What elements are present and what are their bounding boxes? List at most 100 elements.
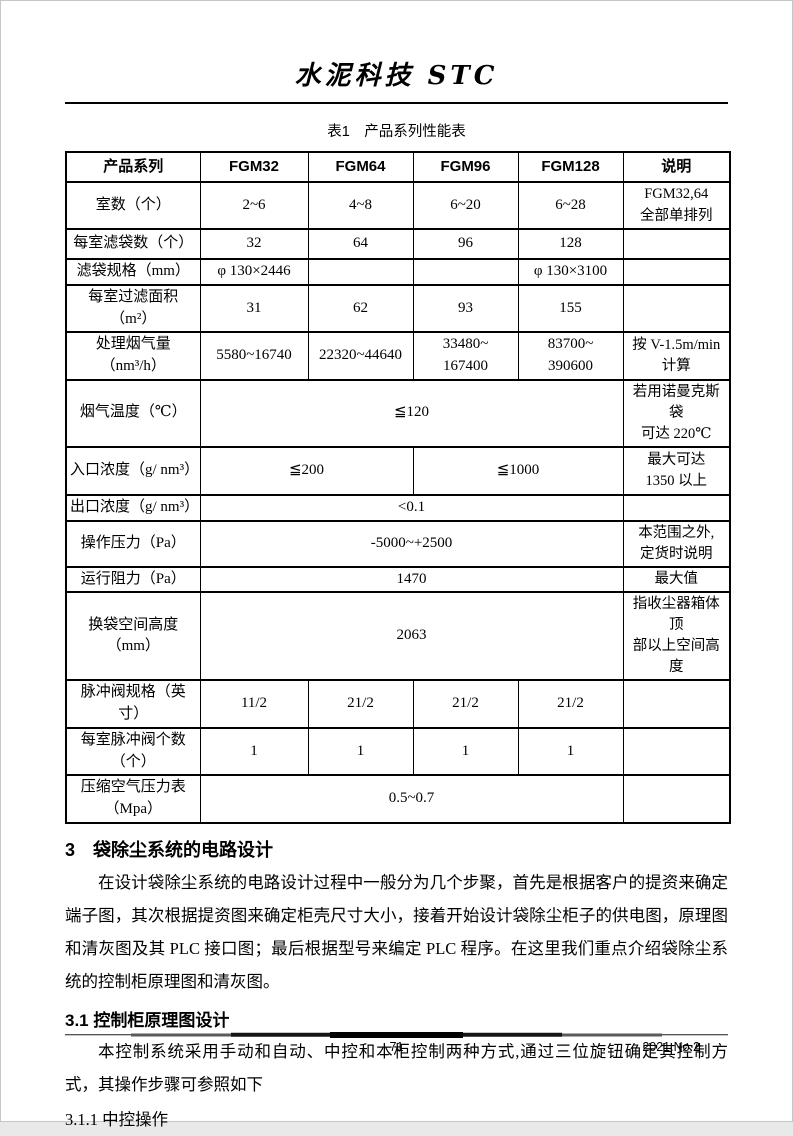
page-number: 71 bbox=[389, 1040, 404, 1054]
paragraph-circuit-design: 在设计袋除尘系统的电路设计过程中一般分为几个步聚，首先是根据客户的提资来确定端子… bbox=[65, 872, 728, 991]
table-cell-merged: ≦200 bbox=[199, 446, 414, 496]
row-label: 处理烟气量 （nm³/h） bbox=[65, 331, 201, 381]
table-row-pulse-valves-per-chamber: 每室脉冲阀个数 （个） 1 1 1 1 bbox=[65, 727, 731, 776]
note-cell bbox=[622, 774, 731, 824]
table-row-pulse-valve-spec: 脉冲阀规格（英寸） 11/2 21/2 21/2 21/2 bbox=[65, 679, 731, 729]
table-cell bbox=[412, 258, 519, 286]
table-cell-merged: 0.5~0.7 bbox=[199, 774, 624, 824]
table-cell: 33480~ 167400 bbox=[412, 331, 519, 381]
table-cell: 5580~16740 bbox=[199, 331, 309, 381]
table-row-inlet-concentration: 入口浓度（g/ nm³） ≦200 ≦1000 最大可达 1350 以上 bbox=[65, 446, 731, 496]
table-row-compressed-air-pressure: 压缩空气压力表 （Mpa） 0.5~0.7 bbox=[65, 774, 731, 824]
table-cell: 1 bbox=[517, 727, 624, 776]
row-label: 入口浓度（g/ nm³） bbox=[65, 446, 201, 496]
table-cell: φ 130×2446 bbox=[199, 258, 309, 286]
note-cell: FGM32,64 全部单排列 bbox=[622, 181, 731, 230]
row-label: 滤袋规格（mm） bbox=[65, 258, 201, 286]
table-row-bag-spec: 滤袋规格（mm） φ 130×2446 φ 130×3100 bbox=[65, 258, 731, 286]
table-cell: φ 130×3100 bbox=[517, 258, 624, 286]
table-cell: 31 bbox=[199, 284, 309, 333]
table-cell: 32 bbox=[199, 228, 309, 260]
note-cell bbox=[622, 258, 731, 286]
table-cell: 2~6 bbox=[199, 181, 309, 230]
table-row-gas-volume: 处理烟气量 （nm³/h） 5580~16740 22320~44640 334… bbox=[65, 331, 731, 381]
column-header-fgm128: FGM128 bbox=[517, 151, 624, 183]
paragraph-control-system: 本控制系统采用手动和自动、中控和本柜控制两种方式,通过三位旋钮确定其控制方式，其… bbox=[65, 1041, 728, 1094]
row-label: 烟气温度（℃） bbox=[65, 379, 201, 448]
row-label: 压缩空气压力表 （Mpa） bbox=[65, 774, 201, 824]
footer-text-row: 71 2021.No.2 bbox=[65, 1040, 728, 1058]
table-cell: 21/2 bbox=[307, 679, 414, 729]
issue-label: 2021.No.2 bbox=[642, 1040, 700, 1054]
column-header-notes: 说明 bbox=[622, 151, 731, 183]
note-cell bbox=[622, 494, 731, 522]
column-header-fgm64: FGM64 bbox=[307, 151, 414, 183]
table-cell: 1 bbox=[199, 727, 309, 776]
section-heading-3-1-1: 3.1.1 中控操作 bbox=[65, 1109, 169, 1129]
row-label: 每室过滤面积（m²） bbox=[65, 284, 201, 333]
header-rule bbox=[65, 102, 728, 104]
table-row-bags-per-chamber: 每室滤袋数（个） 32 64 96 128 bbox=[65, 228, 731, 260]
table-cell-merged: ≦1000 bbox=[412, 446, 624, 496]
table-cell: 155 bbox=[517, 284, 624, 333]
table-cell-merged: <0.1 bbox=[199, 494, 624, 522]
row-label: 操作压力（Pa） bbox=[65, 520, 201, 568]
table-cell: 128 bbox=[517, 228, 624, 260]
table-cell-merged: 1470 bbox=[199, 566, 624, 593]
note-cell bbox=[622, 284, 731, 333]
note-cell bbox=[622, 228, 731, 260]
table-cell: 21/2 bbox=[412, 679, 519, 729]
row-label: 出口浓度（g/ nm³） bbox=[65, 494, 201, 522]
section-heading-3-1: 3.1 控制柜原理图设计 bbox=[65, 1010, 230, 1030]
column-header-fgm32: FGM32 bbox=[199, 151, 309, 183]
note-cell bbox=[622, 727, 731, 776]
note-cell bbox=[622, 679, 731, 729]
table-cell: 4~8 bbox=[307, 181, 414, 230]
table-cell: 64 bbox=[307, 228, 414, 260]
table-cell: 6~28 bbox=[517, 181, 624, 230]
table-cell: 21/2 bbox=[517, 679, 624, 729]
table-cell-merged: 2063 bbox=[199, 591, 624, 681]
row-label: 换袋空间高度（mm） bbox=[65, 591, 201, 681]
table-row-operating-pressure: 操作压力（Pa） -5000~+2500 本范围之外, 定货时说明 bbox=[65, 520, 731, 568]
table-row-outlet-concentration: 出口浓度（g/ nm³） <0.1 bbox=[65, 494, 731, 522]
product-performance-table: 产品系列 FGM32 FGM64 FGM96 FGM128 说明 室数（个） 2… bbox=[65, 151, 731, 824]
table-row-chamber-count: 室数（个） 2~6 4~8 6~20 6~28 FGM32,64 全部单排列 bbox=[65, 181, 731, 230]
note-cell: 最大可达 1350 以上 bbox=[622, 446, 731, 496]
table-row-gas-temperature: 烟气温度（℃） ≦120 若用诺曼克斯袋 可达 220℃ bbox=[65, 379, 731, 448]
page-footer: 71 2021.No.2 bbox=[65, 1031, 728, 1058]
table-cell: 6~20 bbox=[412, 181, 519, 230]
table-cell: 1 bbox=[412, 727, 519, 776]
note-cell: 本范围之外, 定货时说明 bbox=[622, 520, 731, 568]
row-label: 室数（个） bbox=[65, 181, 201, 230]
table-cell: 22320~44640 bbox=[307, 331, 414, 381]
row-label: 脉冲阀规格（英寸） bbox=[65, 679, 201, 729]
table-cell: 83700~ 390600 bbox=[517, 331, 624, 381]
table-caption: 表1 产品系列性能表 bbox=[327, 124, 466, 140]
note-cell: 若用诺曼克斯袋 可达 220℃ bbox=[622, 379, 731, 448]
table-cell: 11/2 bbox=[199, 679, 309, 729]
table-cell: 1 bbox=[307, 727, 414, 776]
footer-rule bbox=[65, 1031, 728, 1038]
table-row-filter-area: 每室过滤面积（m²） 31 62 93 155 bbox=[65, 284, 731, 333]
section-heading-3: 3 袋除尘系统的电路设计 bbox=[65, 839, 274, 860]
note-cell: 按 V-1.5m/min 计算 bbox=[622, 331, 731, 381]
table-cell: 96 bbox=[412, 228, 519, 260]
row-label: 每室滤袋数（个） bbox=[65, 228, 201, 260]
row-label: 运行阻力（Pa） bbox=[65, 566, 201, 593]
table-cell: 93 bbox=[412, 284, 519, 333]
column-header-fgm96: FGM96 bbox=[412, 151, 519, 183]
table-cell-merged: ≦120 bbox=[199, 379, 624, 448]
row-label: 每室脉冲阀个数 （个） bbox=[65, 727, 201, 776]
table-row-bag-change-height: 换袋空间高度（mm） 2063 指收尘器箱体顶 部以上空间高度 bbox=[65, 591, 731, 681]
table-cell-merged: -5000~+2500 bbox=[199, 520, 624, 568]
article-body: 3 袋除尘系统的电路设计 在设计袋除尘系统的电路设计过程中一般分为几个步聚，首先… bbox=[65, 836, 728, 1136]
table-cell: 62 bbox=[307, 284, 414, 333]
table-header-row: 产品系列 FGM32 FGM64 FGM96 FGM128 说明 bbox=[65, 151, 731, 183]
table-cell bbox=[307, 258, 414, 286]
column-header-product-series: 产品系列 bbox=[65, 151, 201, 183]
table-row-running-resistance: 运行阻力（Pa） 1470 最大值 bbox=[65, 566, 731, 593]
journal-title: 水泥科技 STC bbox=[294, 61, 499, 91]
note-cell: 最大值 bbox=[622, 566, 731, 593]
